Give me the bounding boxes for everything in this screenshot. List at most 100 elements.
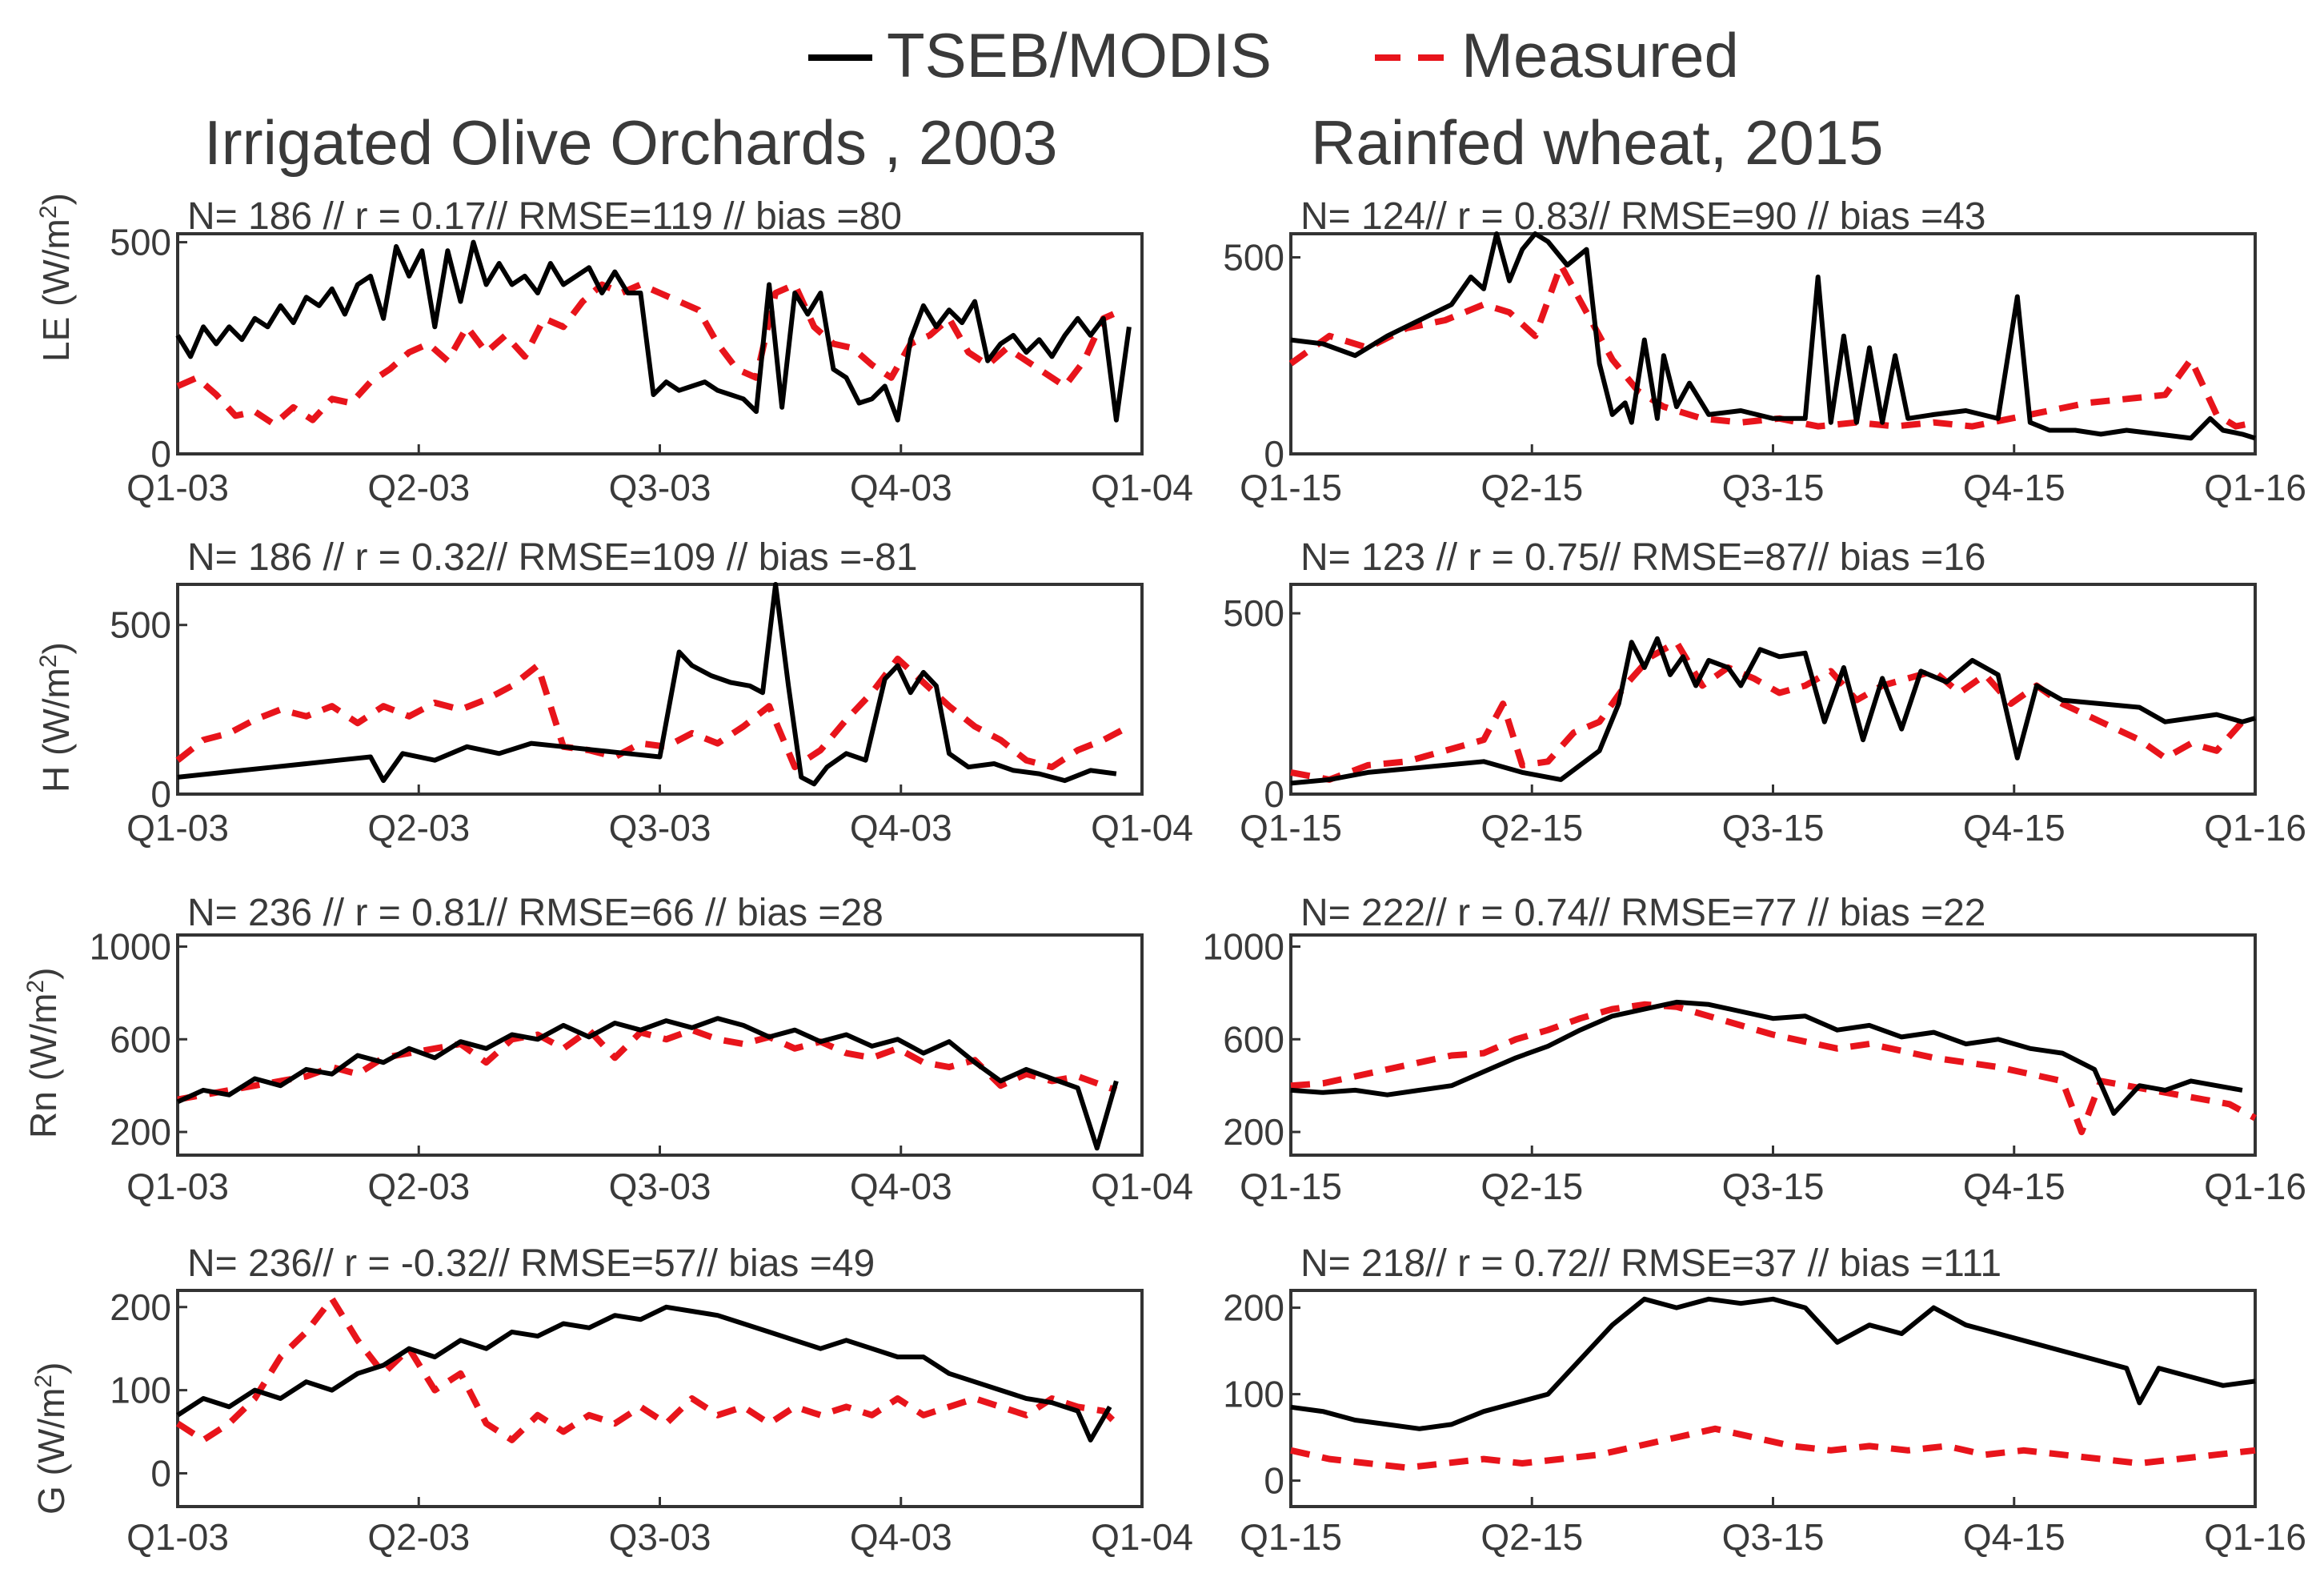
ylabel-h: H (W/m2) xyxy=(35,642,77,793)
stats-label: N= 236// r = -0.32// RMSE=57// bias =49 xyxy=(187,1242,875,1285)
panel-rn-olive: N= 236 // r = 0.81// RMSE=66 // bias =28… xyxy=(90,892,1193,1207)
x-tick-label: Q1-04 xyxy=(1091,1166,1193,1207)
ylabel-h-text: H (W/m xyxy=(35,668,77,793)
x-tick-label: Q3-15 xyxy=(1722,467,1825,508)
column-title-wheat: Rainfed wheat, 2015 xyxy=(1311,107,1884,178)
y-tick-label: 500 xyxy=(110,604,171,646)
x-tick-label: Q1-04 xyxy=(1091,1516,1193,1558)
x-tick-label: Q2-15 xyxy=(1481,1516,1583,1558)
ylabel-rn: Rn (W/m2) xyxy=(22,968,64,1138)
model-series-line xyxy=(176,1304,1112,1443)
panel-h-wheat: N= 123 // r = 0.75// RMSE=87// bias =16 Q… xyxy=(1223,536,2306,849)
y-tick-label: 0 xyxy=(1264,1460,1284,1502)
ylabel-g: G (W/m2) xyxy=(30,1362,72,1515)
stats-label: N= 123 // r = 0.75// RMSE=87// bias =16 xyxy=(1300,536,1986,579)
x-tick-label: Q2-03 xyxy=(367,1516,470,1558)
x-tick-label: Q3-03 xyxy=(609,467,711,508)
plot-frame xyxy=(176,1289,1144,1508)
x-tick-label: Q4-15 xyxy=(1963,1166,2066,1207)
y-tick-label: 600 xyxy=(1223,1018,1284,1060)
stats-label: N= 222// r = 0.74// RMSE=77 // bias =22 xyxy=(1300,892,1986,934)
y-tick-label: 600 xyxy=(110,1018,171,1060)
measured-series-line xyxy=(1290,1425,2256,1471)
y-tick-label: 200 xyxy=(1223,1287,1284,1329)
model-series-line xyxy=(176,1016,1119,1151)
plot-frame xyxy=(1289,933,2257,1157)
x-tick-label: Q1-04 xyxy=(1091,807,1193,849)
panel-rn-wheat: N= 222// r = 0.74// RMSE=77 // bias =22 Q… xyxy=(1203,892,2306,1207)
y-tick-label: 200 xyxy=(110,1286,171,1328)
stats-label: N= 236 // r = 0.81// RMSE=66 // bias =28 xyxy=(187,892,884,934)
ylabel-rn-sup: 2 xyxy=(22,980,49,993)
model-series-line xyxy=(1290,231,2256,441)
plot-frame xyxy=(176,933,1144,1157)
x-tick-label: Q1-15 xyxy=(1240,1516,1342,1558)
y-tick-label: 1000 xyxy=(1203,925,1284,967)
plot-frame xyxy=(176,232,1144,455)
stats-label: N= 124// r = 0.83// RMSE=90 // bias =43 xyxy=(1300,195,1986,238)
ylabel-h-sup: 2 xyxy=(35,654,62,668)
ylabel-le-sup: 2 xyxy=(35,205,62,219)
x-tick-label: Q2-15 xyxy=(1481,807,1583,849)
x-tick-label: Q4-15 xyxy=(1963,807,2066,849)
ylabel-le: LE (W/m2) xyxy=(35,193,77,362)
measured-series-line xyxy=(175,1295,1119,1443)
x-tick-label: Q3-15 xyxy=(1722,1516,1825,1558)
x-tick-label: Q1-16 xyxy=(2204,467,2306,508)
x-tick-label: Q3-15 xyxy=(1722,1166,1825,1207)
y-tick-label: 200 xyxy=(1223,1111,1284,1153)
model-series-line xyxy=(1290,999,2243,1116)
y-tick-label: 0 xyxy=(150,773,171,815)
x-tick-label: Q4-15 xyxy=(1963,467,2066,508)
ylabel-rn-text: Rn (W/m xyxy=(22,993,64,1138)
y-tick-label: 100 xyxy=(1223,1374,1284,1415)
ylabel-rn-close: ) xyxy=(22,968,64,980)
panel-le-olive: N= 186 // r = 0.17// RMSE=119 // bias =8… xyxy=(110,195,1193,508)
model-series-line xyxy=(177,582,1117,787)
x-tick-label: Q4-03 xyxy=(850,1166,952,1207)
y-tick-label: 0 xyxy=(1264,773,1284,815)
x-tick-label: Q1-16 xyxy=(2204,1166,2306,1207)
x-tick-label: Q2-03 xyxy=(367,807,470,849)
ylabel-g-sup: 2 xyxy=(30,1374,57,1388)
panel-g-wheat: N= 218// r = 0.72// RMSE=37 // bias =111… xyxy=(1223,1242,2306,1558)
x-tick-label: Q1-03 xyxy=(126,807,229,849)
measured-series-line xyxy=(1288,262,2256,430)
x-tick-label: Q1-04 xyxy=(1091,467,1193,508)
y-tick-label: 500 xyxy=(1223,236,1284,278)
ylabel-le-text: LE (W/m xyxy=(35,219,77,362)
y-tick-label: 200 xyxy=(110,1111,171,1153)
measured-series-line xyxy=(1290,639,2245,783)
x-tick-label: Q1-15 xyxy=(1240,1166,1342,1207)
ylabel-g-close: ) xyxy=(30,1362,72,1374)
x-tick-label: Q1-15 xyxy=(1240,807,1342,849)
measured-series-line xyxy=(175,656,1131,771)
stats-label: N= 186 // r = 0.32// RMSE=109 // bias =-… xyxy=(187,536,918,579)
x-tick-label: Q1-15 xyxy=(1240,467,1342,508)
y-tick-label: 0 xyxy=(1264,433,1284,475)
x-tick-label: Q3-15 xyxy=(1722,807,1825,849)
plot-frame xyxy=(1289,1289,2257,1508)
x-tick-label: Q4-03 xyxy=(850,807,952,849)
legend-model-label: TSEB/MODIS xyxy=(887,20,1272,90)
y-tick-label: 0 xyxy=(150,1452,171,1494)
panel-h-olive: N= 186 // r = 0.32// RMSE=109 // bias =-… xyxy=(110,536,1193,849)
stats-label: N= 218// r = 0.72// RMSE=37 // bias =111 xyxy=(1300,1242,2001,1285)
x-tick-label: Q1-16 xyxy=(2204,1516,2306,1558)
model-series-line xyxy=(175,239,1132,423)
ylabel-h-close: ) xyxy=(35,642,77,654)
y-tick-label: 500 xyxy=(1223,592,1284,634)
x-tick-label: Q1-03 xyxy=(126,1516,229,1558)
y-tick-label: 100 xyxy=(110,1370,171,1411)
x-tick-label: Q4-03 xyxy=(850,1516,952,1558)
panel-g-olive: N= 236// r = -0.32// RMSE=57// bias =49 Q… xyxy=(110,1242,1193,1558)
measured-series-line xyxy=(1290,1001,2257,1136)
legend: TSEB/MODIS Measured xyxy=(808,20,1739,90)
ylabel-le-close: ) xyxy=(35,193,77,205)
y-tick-label: 1000 xyxy=(90,925,171,967)
x-tick-label: Q3-03 xyxy=(609,1166,711,1207)
legend-measured-label: Measured xyxy=(1461,20,1739,90)
x-tick-label: Q2-15 xyxy=(1481,1166,1583,1207)
x-tick-label: Q1-03 xyxy=(126,467,229,508)
